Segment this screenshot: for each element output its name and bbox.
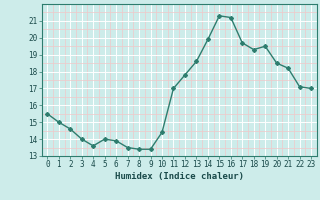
- X-axis label: Humidex (Indice chaleur): Humidex (Indice chaleur): [115, 172, 244, 181]
